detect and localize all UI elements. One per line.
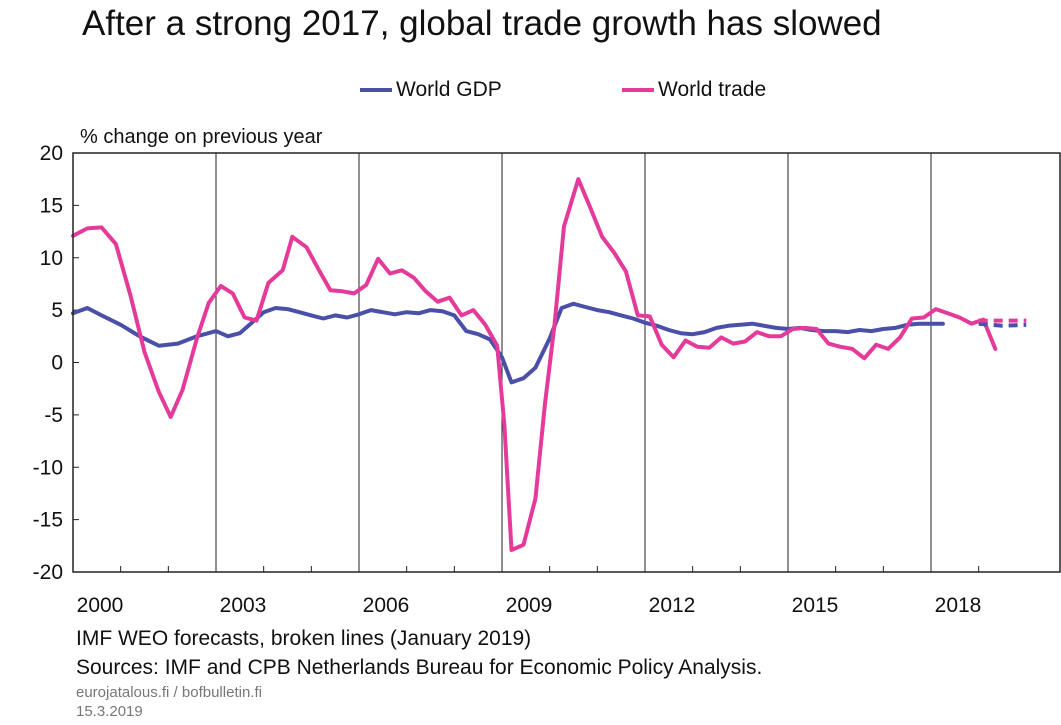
- x-tick-label: 2015: [792, 594, 839, 617]
- x-tick-label: 2018: [935, 594, 982, 617]
- y-tick-label: -10: [33, 456, 63, 479]
- legend-item-world-trade: World trade: [622, 77, 766, 103]
- legend-swatch-world-trade: [622, 88, 654, 92]
- legend-swatch-world-gdp: [360, 88, 392, 92]
- x-tick-label: 2009: [506, 594, 553, 617]
- footnote-website: eurojatalous.fi / bofbulletin.fi: [76, 684, 262, 701]
- x-tick-label: 2012: [649, 594, 696, 617]
- legend-label-world-gdp: World GDP: [396, 78, 502, 101]
- plot-frame: [72, 152, 1061, 573]
- y-tick-label: -20: [33, 561, 63, 584]
- footnote-forecast-note: IMF WEO forecasts, broken lines (January…: [76, 627, 532, 650]
- footnote-date: 15.3.2019: [76, 703, 143, 720]
- y-tick-label: 10: [40, 247, 63, 270]
- x-tick-label: 2000: [77, 594, 124, 617]
- y-tick-label: 0: [51, 352, 63, 375]
- series-line-world-trade: [71, 177, 998, 552]
- y-tick-label: -15: [33, 509, 63, 532]
- y-axis-label: % change on previous year: [80, 126, 323, 148]
- y-tick-label: -5: [44, 404, 63, 427]
- series-line-world-gdp-forecast: [978, 321, 1027, 328]
- footnote-sources: Sources: IMF and CPB Netherlands Bureau …: [76, 656, 763, 679]
- x-tick-label: 2006: [363, 594, 410, 617]
- y-tick-label: 20: [40, 142, 63, 165]
- y-tick-label: 15: [40, 194, 63, 217]
- x-tick-label: 2003: [220, 594, 267, 617]
- legend-item-world-gdp: World GDP: [360, 77, 502, 103]
- y-tick-label: 5: [51, 299, 63, 322]
- chart-title: After a strong 2017, global trade growth…: [82, 4, 882, 43]
- legend-label-world-trade: World trade: [658, 78, 767, 101]
